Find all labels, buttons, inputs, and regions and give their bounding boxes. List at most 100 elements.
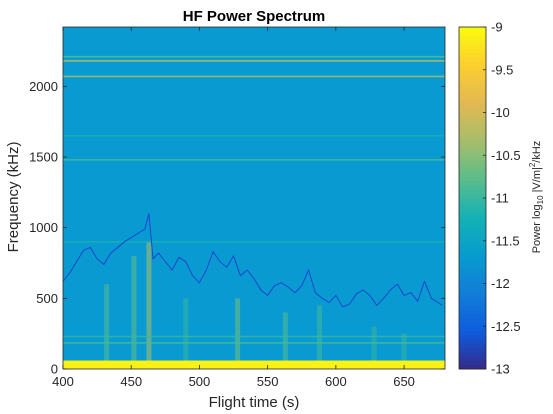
colorbar-step <box>459 296 486 302</box>
colorbar-step <box>459 82 486 88</box>
colorbar-gradient <box>459 27 486 370</box>
colorbar-tick-label: -10 <box>491 105 510 120</box>
colorbar-step <box>459 95 486 101</box>
y-axis-ticks: 0 500 1000 1500 2000 <box>29 79 445 377</box>
colorbar-step <box>459 193 486 199</box>
colorbar-step <box>459 176 486 182</box>
emission-line <box>63 241 445 243</box>
colorbar-step <box>459 202 486 208</box>
burst-column <box>401 333 407 369</box>
colorbar-step <box>459 292 486 297</box>
colorbar-step <box>459 240 486 246</box>
burst-column <box>104 284 110 369</box>
chart-title: HF Power Spectrum <box>183 8 326 25</box>
colorbar-step <box>459 103 486 109</box>
colorbar-step <box>459 150 486 156</box>
colorbar-step <box>459 279 486 284</box>
colorbar-step <box>459 65 486 71</box>
colorbar-step <box>459 360 486 366</box>
colorbar-step <box>459 274 486 280</box>
colorbar-step <box>459 313 486 319</box>
colorbar-step <box>459 172 486 178</box>
colorbar-step <box>459 334 486 340</box>
x-tick-label: 500 <box>189 374 211 389</box>
emission-line <box>63 75 445 78</box>
colorbar-step <box>459 48 486 54</box>
colorbar-label-sup: 2 <box>528 162 537 167</box>
colorbar-step <box>459 112 486 118</box>
colorbar-step <box>459 99 486 105</box>
x-tick-label: 600 <box>325 374 347 389</box>
colorbar-step <box>459 159 486 165</box>
colorbar-step <box>459 249 486 255</box>
colorbar-step <box>459 219 486 225</box>
colorbar-step <box>459 262 486 267</box>
colorbar-step <box>459 168 486 173</box>
colorbar-step <box>459 163 486 169</box>
colorbar-step <box>459 138 486 143</box>
colorbar-label-mid: |V/m| <box>531 167 543 195</box>
colorbar-step <box>459 321 486 327</box>
colorbar-step <box>459 108 486 113</box>
colorbar-step <box>459 27 486 32</box>
colorbar-step <box>459 129 486 135</box>
colorbar-step <box>459 74 486 79</box>
colorbar-step <box>459 253 486 259</box>
y-tick-label: 1500 <box>29 150 58 165</box>
colorbar-step <box>459 142 486 148</box>
colorbar-step <box>459 283 486 289</box>
spectrogram-layer <box>63 55 445 369</box>
colorbar-step <box>459 317 486 323</box>
colorbar-step <box>459 309 486 314</box>
colorbar-step <box>459 232 486 237</box>
colorbar-step <box>459 185 486 190</box>
x-tick-label: 650 <box>393 374 415 389</box>
y-tick-label: 2000 <box>29 79 58 94</box>
colorbar-tick-label: -9 <box>491 20 503 35</box>
y-tick-label: 1000 <box>29 220 58 235</box>
burst-column <box>131 255 137 369</box>
burst-column <box>146 241 152 369</box>
colorbar-step <box>459 287 486 293</box>
colorbar-step <box>459 78 486 84</box>
x-axis-label: Flight time (s) <box>209 394 300 411</box>
plasma-frequency-line <box>62 213 443 308</box>
colorbar-step <box>459 91 486 96</box>
colorbar-step <box>459 257 486 263</box>
emission-line <box>63 159 445 161</box>
colorbar-step <box>459 116 486 122</box>
colorbar-step <box>459 304 486 310</box>
colorbar-step <box>459 52 486 58</box>
spectrogram-plot-area <box>62 26 446 370</box>
colorbar-step <box>459 210 486 216</box>
colorbar-step <box>459 227 486 233</box>
colorbar-step <box>459 236 486 242</box>
colorbar-label-sub: 10 <box>536 195 545 204</box>
colorbar-step <box>459 300 486 306</box>
colorbar-step <box>459 330 486 336</box>
colorbar-step <box>459 351 486 357</box>
colorbar-step <box>459 35 486 41</box>
colorbar-label: Power log10 |V/m|2/kHz <box>528 141 545 254</box>
colorbar-tick-label: -10.5 <box>491 148 521 163</box>
colorbar-ticks: -9 -9.5 -10 -10.5 -11 -11.5 -12 -12.5 -13 <box>483 20 521 377</box>
colorbar-step <box>459 215 486 220</box>
burst-column <box>183 298 189 369</box>
burst-column <box>235 298 241 369</box>
colorbar-step <box>459 356 486 361</box>
colorbar-label-base: Power log <box>531 204 543 253</box>
emission-line <box>63 335 445 338</box>
colorbar-step <box>459 125 486 131</box>
colorbar-step <box>459 180 486 186</box>
x-tick-label: 550 <box>257 374 279 389</box>
colorbar-label-end: /kHz <box>531 141 543 163</box>
colorbar-step <box>459 189 486 195</box>
emission-line <box>63 60 445 62</box>
colorbar-step <box>459 44 486 49</box>
colorbar-step <box>459 198 486 203</box>
plot-frame <box>62 26 446 370</box>
colorbar-step <box>459 31 486 37</box>
emission-line <box>63 342 445 344</box>
y-tick-label: 0 <box>51 362 58 377</box>
